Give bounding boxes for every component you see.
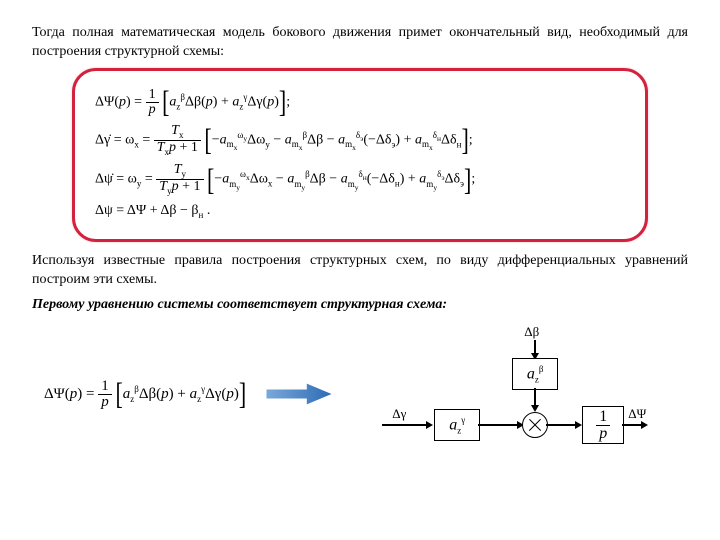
equation-4: Δψ = ΔΨ + Δβ − βн . bbox=[95, 203, 625, 220]
lower-row: ΔΨ(p) = 1p [azβΔβ(p) + azγΔγ(p)] Δβ azβ … bbox=[32, 324, 688, 464]
label-output: ΔΨ bbox=[628, 406, 646, 422]
paragraph-p3: Первому уравнению системы соответствует … bbox=[32, 296, 688, 315]
label-dgamma: Δγ bbox=[392, 406, 406, 422]
block-az-gamma: azγ bbox=[434, 409, 480, 441]
equation-1: ΔΨ(p) = 1p [azβΔβ(p) + azγΔγ(p)]; bbox=[95, 88, 625, 117]
sum-node bbox=[522, 412, 548, 438]
label-dbeta: Δβ bbox=[524, 324, 539, 340]
paragraph-intro: Тогда полная математическая модель боков… bbox=[32, 24, 688, 62]
equation-box: ΔΨ(p) = 1p [azβΔβ(p) + azγΔγ(p)]; Δγ̇ = … bbox=[72, 68, 648, 242]
block-diagram: Δβ azβ Δγ azγ 1p ΔΨ bbox=[352, 324, 652, 464]
equation-lower: ΔΨ(p) = 1p [azβΔβ(p) + azγΔγ(p)] bbox=[44, 379, 246, 410]
block-az-beta: azβ bbox=[512, 358, 558, 390]
paragraph-p2: Используя известные правила построения с… bbox=[32, 252, 688, 290]
equation-3: Δψ̇ = ωy = TyTyp + 1 [−amyωxΔωx − amyβΔβ… bbox=[95, 163, 625, 196]
block-integrator: 1p bbox=[582, 406, 624, 444]
equation-2: Δγ̇ = ωx = TxTxp + 1 [−amxωyΔωy − amxβΔβ… bbox=[95, 124, 625, 157]
arrow-icon bbox=[264, 381, 334, 407]
